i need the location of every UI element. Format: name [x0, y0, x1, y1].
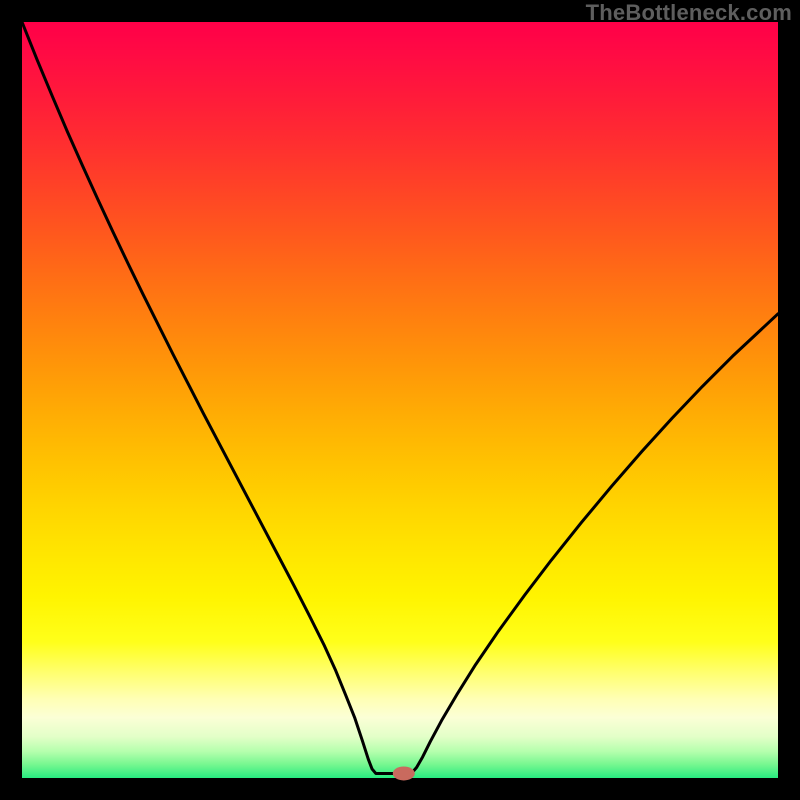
chart-plot-background: [22, 22, 778, 778]
optimum-marker: [393, 766, 415, 780]
bottleneck-chart-svg: [0, 0, 800, 800]
chart-container: TheBottleneck.com: [0, 0, 800, 800]
watermark-text: TheBottleneck.com: [586, 0, 792, 26]
